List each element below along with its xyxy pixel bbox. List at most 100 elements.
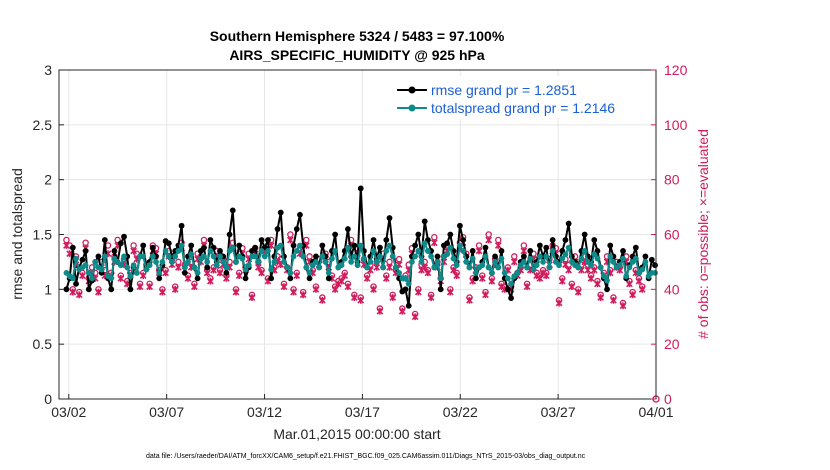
spread-point [213,262,220,269]
spread-point [332,248,339,254]
spread-point [188,251,195,258]
obs-evaluated-marker [69,288,77,296]
spread-point [92,259,99,265]
spread-point [444,251,450,258]
rmse-point [63,286,70,293]
spread-point [316,264,323,271]
spread-point [536,253,543,260]
spread-point [306,269,313,276]
spread-point [498,255,505,262]
obs-evaluated-marker [475,247,483,255]
spread-point [450,255,457,262]
spread-point [588,262,594,269]
obs-evaluated-marker [446,288,454,296]
rmse-point [460,237,466,243]
rmse-point [277,209,284,216]
rmse-point [121,233,127,240]
y-right-tick-label: 100 [664,117,688,133]
rmse-point [332,231,339,238]
legend: rmse grand pr = 1.2851 totalspread grand… [392,76,654,118]
rmse-point [204,264,211,271]
obs-evaluated-marker [191,283,198,290]
spread-point [434,259,441,265]
spread-point [425,248,431,254]
y-right-tick-label: 80 [664,172,680,188]
obs-evaluated-marker [210,266,217,274]
obs-evaluated-marker [75,291,83,299]
rmse-point [498,248,505,254]
rmse-point [201,244,207,251]
spread-point [361,255,367,262]
obs-possible-marker [303,236,310,244]
spread-point [409,259,415,265]
spread-point [421,240,428,247]
x-tick-label: 03/02 [51,404,86,420]
spread-point [341,255,348,262]
spread-point [191,264,198,271]
x-tick-label: 03/27 [541,404,576,420]
obs-evaluated-marker [427,294,435,301]
rmse-point [268,275,275,282]
obs-evaluated-marker [629,291,636,299]
obs-evaluated-marker [386,264,393,271]
spread-point [428,253,435,260]
obs-evaluated-marker [344,283,352,290]
rmse-point [265,237,271,243]
rmse-point [642,253,649,260]
spread-point [520,259,527,265]
y-tick-label: 0 [44,391,52,407]
rmse-point [178,222,185,229]
spread-point [530,266,537,273]
spread-point [210,253,217,260]
spread-point [504,275,511,282]
spread-point [642,259,649,265]
spread-point [418,259,425,265]
spread-point [380,264,387,271]
spread-point [508,280,514,287]
obs-possible-marker [431,233,438,241]
obs-evaluated-marker [590,266,598,274]
obs-evaluated-marker [286,236,294,244]
spread-point [127,273,134,280]
rmse-point [447,231,454,238]
spread-point [300,253,307,260]
rmse-point [73,280,79,287]
obs-evaluated-marker [139,272,147,280]
obs-possible-marker [175,258,182,266]
rmse-point [181,269,188,276]
y-axis-label-right: # of obs: o=possible; ×=evaluated [695,129,711,339]
spread-point [223,264,230,271]
spread-point [169,259,175,265]
rmse-point [562,237,569,243]
x-tick-label: 03/12 [247,404,282,420]
obs-evaluated-marker [584,266,592,274]
spread-point [162,248,169,254]
spread-point [284,264,291,271]
spread-point [204,259,211,265]
rmse-point [648,256,655,263]
spread-point [447,244,454,251]
rmse-point [421,218,428,225]
obs-evaluated-marker [510,258,518,266]
rmse-point [95,253,102,260]
spread-point [626,264,633,271]
y-tick-label: 0.5 [33,336,53,352]
obs-possible-marker [82,239,89,246]
spread-point [373,259,380,265]
rmse-point [217,248,223,254]
obs-evaluated-marker [597,294,605,301]
spread-point [479,262,486,269]
rmse-point [287,275,294,282]
spread-point [322,259,329,265]
rmse-point [456,222,463,229]
spread-point [89,275,95,282]
obs-evaluated-marker [357,296,365,304]
obs-evaluated-marker [95,288,102,296]
y-right-tick-label: 20 [664,336,680,352]
obs-evaluated-marker [610,296,617,304]
rmse-point [111,248,118,254]
obs-possible-marker [475,242,483,249]
spread-point [482,253,489,260]
obs-evaluated-marker [350,294,358,301]
